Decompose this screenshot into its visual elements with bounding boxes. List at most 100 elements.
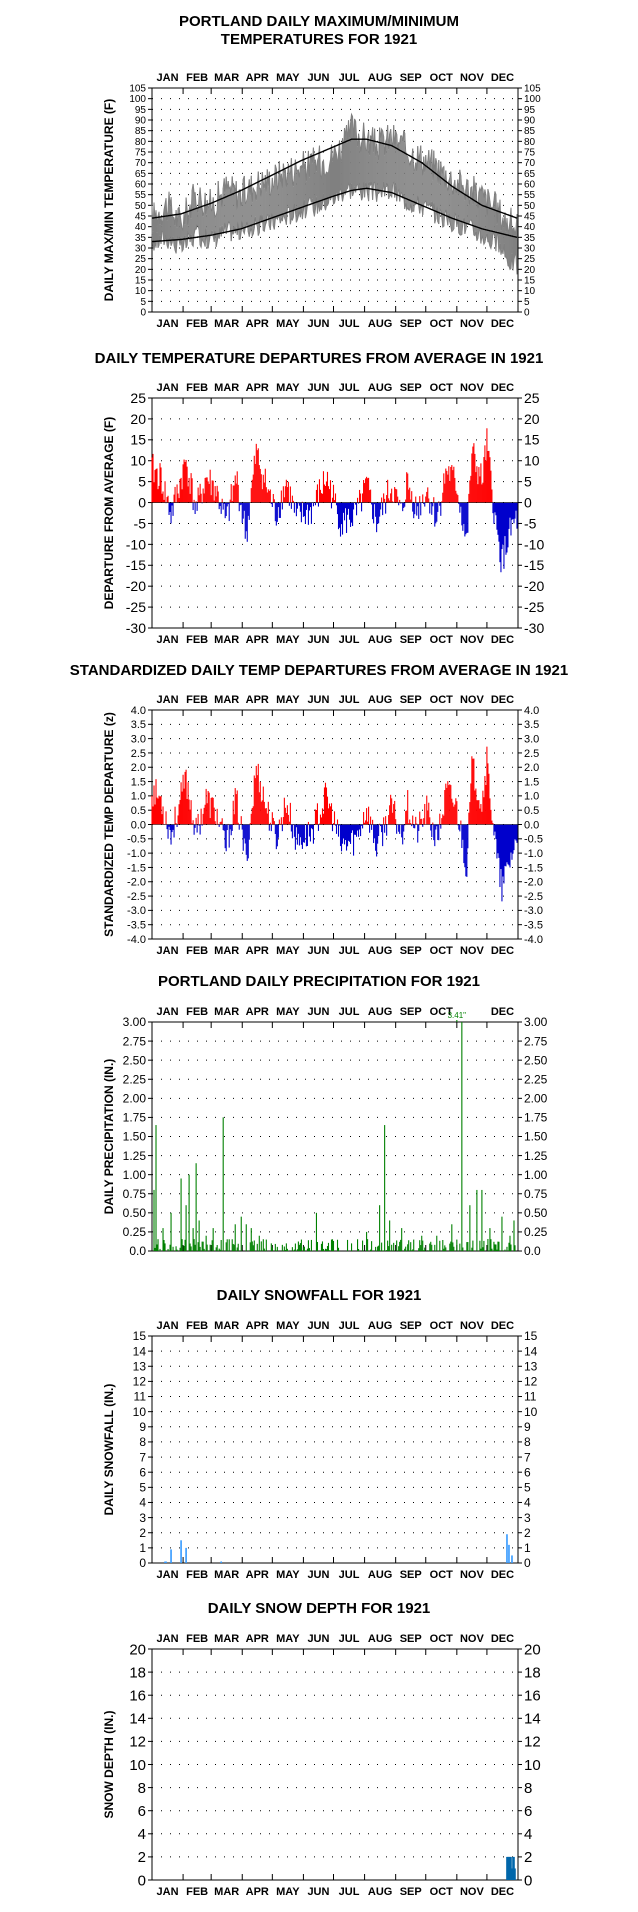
precip-y-axis-label: DAILY PRECIPITATION (IN.) <box>102 1059 116 1215</box>
snowdepth-month-label-top: APR <box>246 1633 269 1645</box>
precip-ytick-label-right: 1.25 <box>524 1149 548 1163</box>
snowfall-y-axis-label: DAILY SNOWFALL (IN.) <box>102 1384 116 1516</box>
departure-y-axis-label: DEPARTURE FROM AVERAGE (F) <box>102 417 116 609</box>
standardized-ytick-label-left: -4.0 <box>127 934 146 946</box>
snowfall-month-label-bottom: SEP <box>400 1569 422 1581</box>
standardized-ytick-label-left: 0.5 <box>131 805 146 817</box>
snowfall-ytick-label-right: 12 <box>524 1375 538 1389</box>
departure-ytick-label-right: -20 <box>524 578 544 594</box>
temp-ytick-label-right: 65 <box>524 169 536 180</box>
standardized-month-label-bottom: JAN <box>157 945 179 957</box>
snowdepth-ytick-label-right: 2 <box>524 1849 532 1866</box>
precip-ytick-label-right: 0.25 <box>524 1225 548 1239</box>
snowdepth-month-label-bottom: JUL <box>339 1886 360 1898</box>
departure-ytick-label-left: 0 <box>138 494 146 510</box>
snowdepth-ytick-label-left: 16 <box>129 1687 146 1704</box>
snowfall-month-label-top: JUL <box>339 1320 360 1332</box>
temp-month-label-bottom: NOV <box>460 318 485 330</box>
snowdepth-ytick-label-right: 4 <box>524 1826 532 1843</box>
temp-ytick-label-left: 25 <box>135 254 147 265</box>
departure-month-label-bottom: NOV <box>460 634 485 646</box>
departure-ytick-label-left: -20 <box>126 578 146 594</box>
snowfall-month-label-bottom: MAR <box>214 1569 239 1581</box>
temp-month-label-bottom: JUN <box>307 318 329 330</box>
temp-y-axis-label: DAILY MAX/MIN TEMPERATURE (F) <box>102 99 116 301</box>
snowdepth-month-label-top: OCT <box>430 1633 454 1645</box>
standardized-ytick-label-left: 1.5 <box>131 776 146 788</box>
standardized-ytick-label-left: 3.5 <box>131 719 146 731</box>
temp-ytick-label-right: 30 <box>524 244 536 255</box>
snowdepth-month-label-top: DEC <box>491 1633 514 1645</box>
snowdepth-month-label-top: JUN <box>307 1633 329 1645</box>
temp-ytick-label-right: 105 <box>524 84 541 95</box>
standardized-ytick-label-left: -2.0 <box>127 877 146 889</box>
snowfall-ytick-label-left: 8 <box>139 1435 146 1449</box>
standardized-month-label-bottom: FEB <box>186 945 208 957</box>
temp-ytick-label-left: 15 <box>135 276 147 287</box>
standardized-ytick-label-right: 3.5 <box>524 719 539 731</box>
snowdepth-ytick-label-left: 10 <box>129 1757 146 1774</box>
snowfall-ytick-label-left: 5 <box>139 1481 146 1495</box>
departure-ytick-label-right: -30 <box>524 620 544 636</box>
precip-ytick-label-right: 2.75 <box>524 1034 548 1048</box>
temp-ytick-label-right: 90 <box>524 116 536 127</box>
departure-month-label-bottom: MAY <box>276 634 300 646</box>
snowdepth-ytick-label-left: 0 <box>138 1872 146 1889</box>
temp-month-label-top: JUL <box>339 72 360 84</box>
temp-ytick-label-left: 35 <box>135 233 147 244</box>
temp-month-label-top: OCT <box>430 72 454 84</box>
snowfall-month-label-bottom: APR <box>246 1569 269 1581</box>
departure-month-label-top: APR <box>246 382 269 394</box>
snowfall-month-label-bottom: JUL <box>339 1569 360 1581</box>
snowfall-ytick-label-right: 13 <box>524 1359 538 1373</box>
standardized-chart-title: STANDARDIZED DAILY TEMP DEPARTURES FROM … <box>69 662 569 679</box>
departure-ytick-label-left: 20 <box>130 411 146 427</box>
departure-ytick-label-left: 15 <box>130 432 146 448</box>
temp-ytick-label-left: 5 <box>140 297 146 308</box>
snowfall-ytick-label-right: 7 <box>524 1450 531 1464</box>
snowfall-ytick-label-left: 13 <box>133 1359 147 1373</box>
precip-ytick-label-left: 1.75 <box>123 1111 147 1125</box>
snowfall-ytick-label-left: 0 <box>139 1556 146 1570</box>
standardized-ytick-label-right: -0.5 <box>524 834 543 846</box>
snowdepth-month-label-bottom: MAR <box>214 1886 239 1898</box>
temp-month-label-top: JUN <box>307 72 329 84</box>
standardized-month-label-top: FEB <box>186 694 208 706</box>
standardized-ytick-label-right: -1.0 <box>524 848 543 860</box>
snowfall-ytick-label-left: 15 <box>133 1329 147 1343</box>
temp-ytick-label-left: 105 <box>129 84 146 95</box>
snowfall-ytick-label-left: 6 <box>139 1465 146 1479</box>
snowdepth-ytick-label-left: 12 <box>129 1734 146 1751</box>
snowdepth-month-label-top: JUL <box>339 1633 360 1645</box>
temp-month-label-top: MAY <box>276 72 300 84</box>
departure-ytick-label-left: -5 <box>134 515 147 531</box>
precip-ytick-label-left: 2.50 <box>123 1053 147 1067</box>
standardized-ytick-label-left: -3.0 <box>127 905 146 917</box>
snowfall-month-label-top: MAY <box>276 1320 300 1332</box>
departure-ytick-label-right: -25 <box>524 599 544 615</box>
snowdepth-ytick-label-right: 16 <box>524 1687 541 1704</box>
snowdepth-month-label-bottom: JAN <box>157 1886 179 1898</box>
snowdepth-month-label-bottom: NOV <box>460 1886 485 1898</box>
standardized-ytick-label-left: -2.5 <box>127 891 146 903</box>
snowfall-month-label-bottom: MAY <box>276 1569 300 1581</box>
snowfall-ytick-label-left: 3 <box>139 1511 146 1525</box>
snowfall-ytick-label-right: 8 <box>524 1435 531 1449</box>
departure-frame: -30 -30 -25 -25 -20 -20 -15 -15 -10 -10 -5 -5 0 0 5 5 10… <box>102 382 544 646</box>
precipitation-chart-title: PORTLAND DAILY PRECIPITATION FOR 1921 <box>158 973 480 990</box>
snowfall-month-label-top: NOV <box>460 1320 485 1332</box>
departure-month-label-bottom: AUG <box>368 634 392 646</box>
snowdepth-frame: 0 0 2 2 4 4 6 6 8 8 10 10 12 12 14 14 16 16 18 18 20 20 JAN JAN… <box>102 1633 541 1898</box>
temp-ytick-label-left: 45 <box>135 212 147 223</box>
precip-ytick-label-right: 1.50 <box>524 1130 548 1144</box>
temp-ytick-label-right: 10 <box>524 286 536 297</box>
standardized-month-label-top: SEP <box>400 694 422 706</box>
snowdepth-ytick-label-left: 8 <box>138 1780 146 1797</box>
standardized-month-label-top: JAN <box>157 694 179 706</box>
precip-month-label-top: APR <box>246 1006 269 1018</box>
precip-month-label-top: JAN <box>157 1006 179 1018</box>
standardized-ytick-label-left: 0.0 <box>131 819 146 831</box>
departure-ytick-label-right: -5 <box>524 515 537 531</box>
temperature-chart-subtitle: TEMPERATURES FOR 1921 <box>220 31 418 48</box>
